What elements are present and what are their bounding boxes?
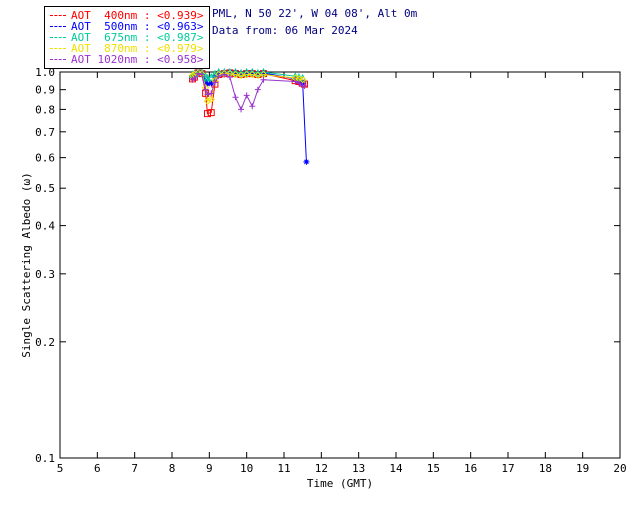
legend-line-sample [50,59,66,60]
legend-entry: AOT 500nm : <0.963> [50,21,203,32]
x-tick-label: 20 [613,462,626,475]
star-marker [208,80,215,87]
x-tick-label: 15 [427,462,440,475]
diamond-marker [298,76,307,84]
legend-box: AOT 400nm : <0.939> AOT 500nm : <0.963> AO… [44,6,211,69]
star-marker [232,69,239,76]
legend-label: AOT 870nm : <0.979> [71,42,204,55]
legend-label: AOT 500nm : <0.963> [71,20,204,33]
diamond-marker [248,70,256,79]
plus-marker [295,80,302,87]
x-tick-label: 9 [206,462,213,475]
y-tick-label: 0.8 [35,103,55,116]
y-tick-label: 0.1 [35,452,55,465]
plus-marker [202,86,209,93]
legend-label: AOT 1020nm : <0.958> [71,53,204,66]
plus-marker [232,94,239,101]
y-tick-label: 0.4 [35,220,55,233]
x-tick-label: 19 [576,462,589,475]
y-axis-label: Single Scattering Albedo (ω) [20,172,33,357]
diamond-marker [242,70,251,79]
date-title: Data from: 06 Mar 2024 [212,24,358,37]
legend-entry: AOT 675nm : <0.987> [50,32,203,43]
legend-line-sample [50,48,66,49]
legend-line-sample [50,15,66,16]
x-tick-label: 5 [57,462,64,475]
star-marker [303,158,310,165]
y-tick-label: 0.6 [35,152,55,165]
x-tick-label: 8 [169,462,176,475]
x-tick-label: 17 [501,462,514,475]
legend-entry: AOT 870nm : <0.979> [50,43,203,54]
location-title: PML, N 50 22', W 04 08', Alt 0m [212,7,418,20]
plus-marker [198,71,205,78]
plus-marker [208,90,215,97]
plus-marker [221,71,228,78]
plus-marker [301,82,308,89]
legend-entry: AOT 400nm : <0.939> [50,10,203,21]
star-marker [204,81,211,88]
axes: 5 6 7 8 9 10 11 12 13 14 15 16 17 18 19 20 0.1 0.2 0.3 0.4 0… [35,66,627,475]
diamond-marker [231,70,240,79]
y-tick-label: 0.7 [35,126,55,139]
star-marker [260,69,267,76]
plus-marker [211,79,218,86]
plus-marker [260,76,267,83]
legend-line-sample [50,26,66,27]
diamond-marker [254,71,262,80]
star-marker [249,69,256,76]
plus-marker [249,103,256,110]
plus-marker [254,86,261,93]
square-marker [207,109,215,117]
plus-marker [191,74,198,81]
plot-frame [59,71,621,459]
legend-line-sample [50,37,66,38]
plus-marker [243,92,250,99]
x-axis-label: Time (GMT) [307,477,373,490]
diamond-marker [237,71,245,80]
star-marker [238,70,245,77]
plus-marker [226,74,233,81]
x-tick-label: 12 [315,462,328,475]
plus-marker [215,73,222,80]
title-block: PML, N 50 22', W 04 08', Alt 0m Data fro… [212,5,417,39]
star-marker [243,69,250,76]
x-tick-label: 16 [464,462,477,475]
y-tick-label: 0.2 [35,336,55,349]
x-tick-label: 6 [94,462,101,475]
legend-entry: AOT 1020nm : <0.958> [50,54,203,65]
plus-marker [195,70,202,77]
series-AOT-1020nm [189,70,308,113]
x-tick-label: 7 [131,462,138,475]
x-tick-label: 18 [539,462,552,475]
y-tick-label: 0.9 [35,84,55,97]
diamond-marker [207,95,215,103]
plus-marker [292,78,299,85]
series-group [188,67,310,165]
star-marker [254,70,261,77]
x-tick-label: 13 [352,462,365,475]
y-tick-label: 1.0 [35,66,55,79]
legend-label: AOT 400nm : <0.939> [71,9,204,22]
x-tick-label: 14 [389,462,403,475]
plus-marker [238,106,245,113]
x-tick-label: 11 [277,462,290,475]
legend-label: AOT 675nm : <0.987> [71,31,204,44]
y-tick-label: 0.5 [35,182,55,195]
plus-marker [204,91,211,98]
x-tick-label: 10 [240,462,253,475]
y-tick-label: 0.3 [35,268,55,281]
